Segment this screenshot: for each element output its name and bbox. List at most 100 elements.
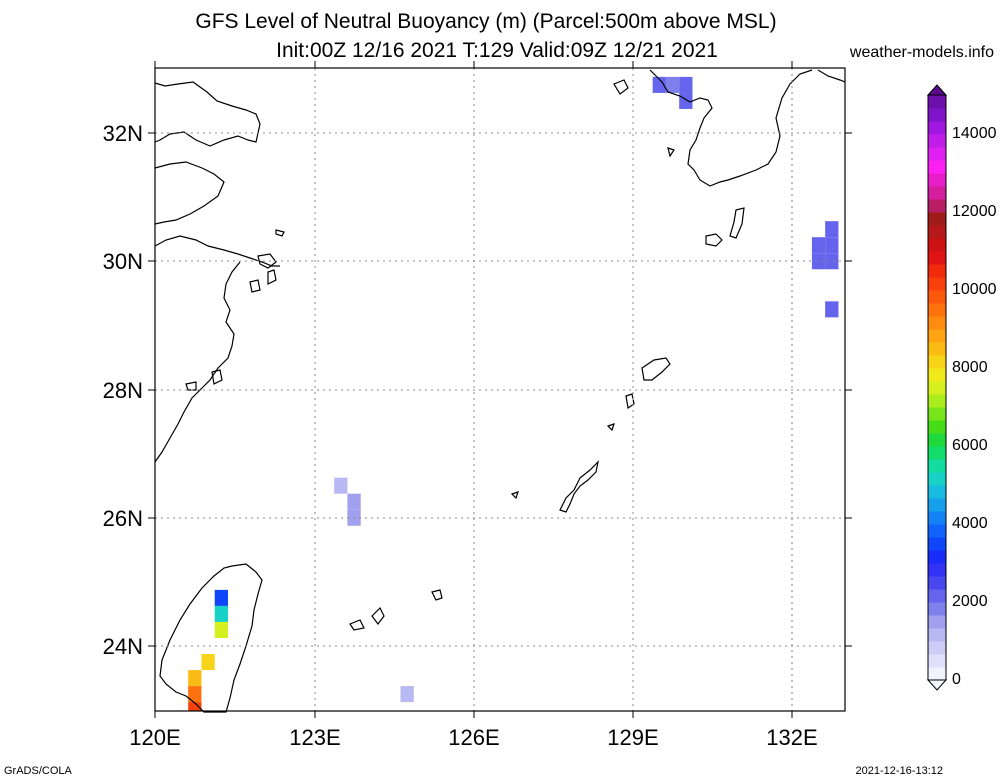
shaded-cell — [679, 76, 693, 93]
colorbar-label: 10000 — [952, 281, 997, 298]
colorbar-segment — [928, 316, 946, 330]
colorbar-segment — [928, 407, 946, 421]
hangzhou-bay — [154, 235, 280, 267]
colorbar-segment — [928, 589, 946, 603]
colorbar-label: 8000 — [952, 359, 988, 376]
colorbar-segment — [928, 420, 946, 434]
colorbar-segment — [928, 134, 946, 148]
colorbar-label: 4000 — [952, 515, 988, 532]
colorbar-segment — [928, 433, 946, 447]
colorbar-segment — [928, 563, 946, 577]
lon-label: 129E — [607, 725, 658, 750]
footer-timestamp: 2021-12-16-13:12 — [855, 765, 943, 777]
shaded-cell — [825, 221, 839, 238]
latitude-labels: 24N 26N 28N 30N 32N — [103, 121, 143, 659]
colorbar-segment — [928, 277, 946, 291]
colorbar-frame — [927, 94, 947, 681]
lon-label: 132E — [766, 725, 817, 750]
colorbar-segment — [928, 199, 946, 213]
shaded-cell — [334, 477, 348, 494]
map-subtitle: Init:00Z 12/16 2021 T:129 Valid:09Z 12/2… — [276, 39, 718, 62]
colorbar-segment — [928, 537, 946, 551]
colorbar-segment — [928, 160, 946, 174]
colorbar-segment — [928, 95, 946, 109]
shaded-cell — [825, 237, 839, 254]
colorbar-label: 0 — [952, 671, 961, 688]
axis-ticks — [148, 61, 852, 718]
shaded-cell — [679, 92, 693, 109]
colorbar-segment — [928, 173, 946, 187]
amami-oshima — [641, 357, 671, 381]
colorbar-label: 2000 — [952, 593, 988, 610]
colorbar-segment — [928, 446, 946, 460]
colorbar-upper-arrow — [926, 84, 948, 96]
colorbar-segment — [928, 329, 946, 343]
china-coast — [154, 81, 261, 147]
taiwan-island — [159, 563, 263, 713]
ishigaki-iriomote — [349, 606, 385, 631]
colorbar-segment — [928, 355, 946, 369]
shaded-cell — [188, 686, 202, 703]
miyako-island — [431, 589, 443, 601]
colorbar-segment — [928, 472, 946, 486]
kyushu-coast — [649, 69, 813, 187]
shaded-cell — [811, 237, 826, 254]
footer-software-label: GrADS/COLA — [4, 765, 72, 777]
colorbar-segment — [928, 511, 946, 525]
colorbar-segment — [928, 290, 946, 304]
goto-islands — [613, 79, 675, 158]
shaded-cell — [188, 670, 202, 687]
colorbar-segment — [928, 368, 946, 382]
shaded-cell — [214, 605, 228, 622]
colorbar-segment — [928, 108, 946, 122]
yakushima — [705, 233, 723, 247]
colorbar-segment — [928, 498, 946, 512]
coastlines — [154, 69, 846, 713]
colorbar-segment — [928, 342, 946, 356]
longitude-labels: 120E 123E 126E 129E 132E — [129, 725, 817, 750]
shaded-cells — [188, 76, 839, 711]
shaded-cell — [665, 76, 680, 93]
colorbar-segment — [928, 602, 946, 616]
shaded-cell — [652, 76, 666, 93]
colorbar-segment — [928, 225, 946, 239]
colorbar-segment — [928, 212, 946, 226]
colorbar-segment — [928, 394, 946, 408]
lon-label: 123E — [289, 725, 340, 750]
okinoerabu — [606, 423, 615, 432]
colorbar-segment — [928, 667, 946, 681]
lat-label: 30N — [103, 249, 143, 274]
colorbar-segment — [928, 628, 946, 642]
shikoku-coast — [817, 69, 846, 83]
colorbar-segment — [928, 459, 946, 473]
colorbar-segment — [928, 381, 946, 395]
colorbar-segment — [928, 186, 946, 200]
colorbar-segment — [928, 485, 946, 499]
shaded-cell — [811, 253, 826, 270]
colorbar-segment — [928, 550, 946, 564]
graticule — [155, 68, 845, 711]
shaded-cell — [214, 621, 228, 638]
colorbar-segment — [928, 238, 946, 252]
shaded-cell — [825, 301, 839, 318]
colorbar-segment — [928, 641, 946, 655]
lon-label: 120E — [129, 725, 180, 750]
colorbar-segment — [928, 524, 946, 538]
zhejiang-coast — [154, 261, 241, 463]
yangtze-shore — [154, 161, 225, 225]
zhoushan-islands — [249, 229, 285, 293]
tokunoshima — [625, 393, 635, 410]
lat-label: 28N — [103, 378, 143, 403]
shaded-cell — [347, 493, 361, 510]
colorbar-segment — [928, 303, 946, 317]
colorbar-segment — [928, 576, 946, 590]
shaded-cell — [188, 702, 202, 711]
kerama-islands — [510, 491, 519, 500]
lat-label: 32N — [103, 121, 143, 146]
shaded-cell — [825, 253, 839, 270]
lat-label: 26N — [103, 506, 143, 531]
okinawa-island — [559, 460, 599, 513]
lat-label: 24N — [103, 634, 143, 659]
